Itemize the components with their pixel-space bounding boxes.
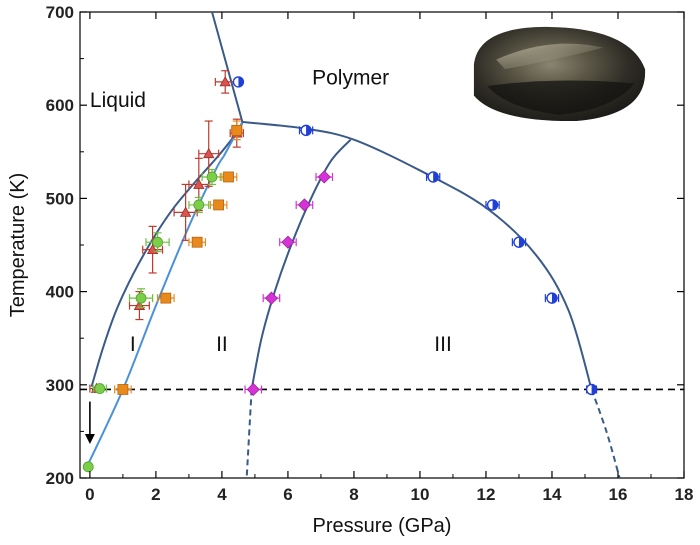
- region-label: I: [130, 333, 136, 356]
- sample-photo-inset: [473, 26, 646, 122]
- data-point-square: [231, 124, 243, 136]
- y-axis-title: Temperature (K): [7, 173, 29, 318]
- data-point-diamond: [317, 170, 331, 184]
- arrow-group: [84, 401, 95, 445]
- data-point-square: [160, 292, 172, 304]
- data-point-circle: [94, 383, 106, 394]
- data-point-circle: [135, 292, 147, 304]
- sample-photo-highlight: [496, 43, 604, 70]
- phase-boundary-line: [211, 11, 244, 123]
- data-point-triangle: [193, 178, 205, 189]
- data-point-triangle: [203, 147, 215, 159]
- data-point-diamond: [264, 291, 278, 305]
- data-point-halfcircle-fill: [433, 171, 439, 182]
- y-tick-label: 700: [46, 3, 74, 22]
- y-tick-label: 600: [46, 96, 74, 115]
- phase-boundary-line: [242, 120, 593, 390]
- x-tick-label: 14: [543, 485, 562, 504]
- data-point-halfcircle-fill: [551, 293, 557, 304]
- region-label: Polymer: [312, 67, 389, 90]
- y-tick-label: 200: [46, 469, 74, 488]
- data-point-halfcircle-fill: [518, 237, 524, 248]
- data-point-diamond: [246, 382, 260, 397]
- data-point-diamond: [297, 198, 312, 212]
- data-point-square: [117, 384, 129, 395]
- data-point-circle: [82, 461, 94, 473]
- data-points: [82, 70, 598, 473]
- x-tick-label: 12: [477, 485, 496, 504]
- data-point-circle: [206, 171, 218, 183]
- x-tick-label: 6: [283, 485, 292, 504]
- data-point-circle: [152, 236, 163, 248]
- region-label: Liquid: [90, 89, 146, 112]
- phase-boundary-line: [245, 389, 253, 479]
- data-point-triangle: [179, 206, 192, 217]
- data-point-circle: [193, 199, 205, 211]
- data-point-halfcircle-fill: [591, 384, 597, 395]
- y-tick-label: 400: [46, 283, 74, 302]
- data-point-square: [191, 236, 203, 248]
- data-point-diamond: [281, 235, 295, 249]
- y-tick-label: 300: [46, 376, 74, 395]
- x-tick-label: 8: [349, 485, 358, 504]
- phase-boundary-line: [250, 138, 352, 390]
- phase-boundary-line: [590, 389, 621, 479]
- x-tick-label: 10: [410, 485, 429, 504]
- phase-boundary-line: [90, 121, 244, 387]
- x-tick-label: 4: [217, 485, 227, 504]
- phase-boundary-line: [87, 155, 225, 465]
- region-label: II: [216, 333, 228, 356]
- phase-boundaries: [87, 11, 621, 479]
- x-axis-title: Pressure (GPa): [313, 515, 452, 537]
- sample-photo-shadow: [487, 80, 635, 115]
- data-point-halfcircle-fill: [306, 125, 312, 136]
- axis-ticks: 0 2 4 6 8 10 12 14 16 18 200 300 400 500 600 700: [46, 3, 694, 504]
- x-tick-label: 18: [675, 485, 694, 504]
- x-tick-label: 16: [609, 485, 628, 504]
- arrow-head: [84, 434, 95, 445]
- x-tick-label: 2: [151, 485, 160, 504]
- y-tick-label: 500: [46, 189, 74, 208]
- region-label: III: [434, 333, 452, 356]
- data-point-square: [213, 199, 225, 211]
- data-point-square: [223, 171, 234, 183]
- x-tick-label: 0: [85, 485, 94, 504]
- data-point-halfcircle-fill: [238, 76, 244, 87]
- data-point-halfcircle-fill: [492, 199, 498, 210]
- data-point-triangle: [219, 76, 231, 87]
